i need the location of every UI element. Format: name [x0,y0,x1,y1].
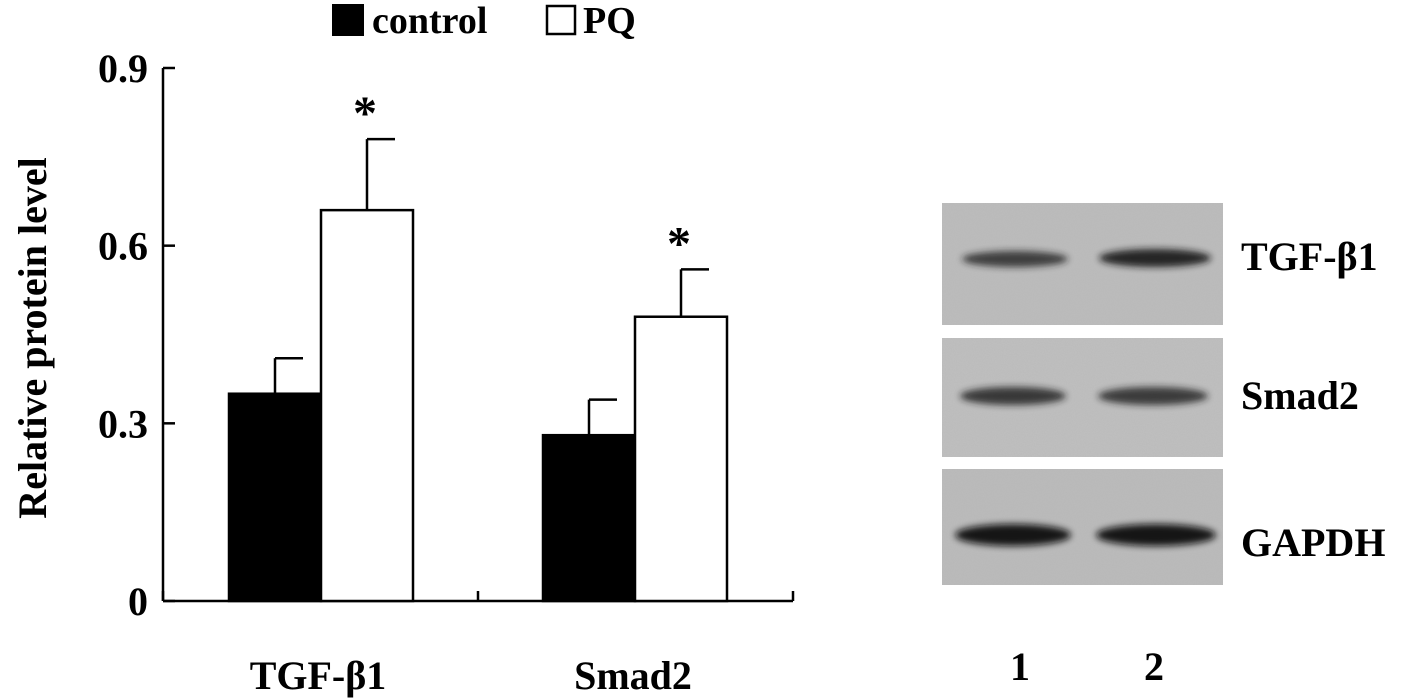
y-axis-label: Relative protein level [10,157,55,518]
blot-band [955,524,1071,546]
blot-band [1098,387,1208,405]
bar [319,208,415,603]
bar [227,392,323,603]
legend-label-pq: PQ [583,0,636,42]
significance-marker: * [667,217,691,270]
y-tick-label: 0.9 [98,46,148,91]
blot-row-smad2: Smad2 [942,338,1359,457]
blot-label-smad2: Smad2 [1241,373,1359,418]
bar [541,433,637,603]
bar [633,315,729,603]
category-label-tgf-b1: TGF-β1 [250,653,387,698]
western-blot: TGF-β1 Smad2 GAPDH 1 2 [942,203,1385,689]
legend-item-control: control [332,0,487,42]
blot-row-tgf-b1: TGF-β1 [942,203,1378,325]
blot-row-gapdh: GAPDH [942,469,1385,585]
y-tick-label: 0.6 [98,224,148,269]
blot-band [962,251,1068,267]
y-axis: 0 0.3 0.6 0.9 [98,46,175,624]
legend-item-pq: PQ [545,0,636,42]
legend-swatch-pq [545,4,577,36]
blot-band [1099,249,1211,267]
blot-band [1096,524,1216,546]
blot-label-gapdh: GAPDH [1241,520,1385,565]
lane-label-2: 2 [1144,644,1164,689]
legend-swatch-control [332,4,364,36]
legend-label-control: control [372,0,487,42]
y-tick-label: 0.3 [98,401,148,446]
plot-area: ** [227,87,729,603]
y-tick-label: 0 [128,579,148,624]
category-label-smad2: Smad2 [574,653,692,698]
blot-band [960,387,1066,405]
legend: control PQ [332,0,636,42]
significance-marker: * [353,87,377,140]
blot-label-tgf-b1: TGF-β1 [1241,234,1378,279]
lane-label-1: 1 [1010,644,1030,689]
